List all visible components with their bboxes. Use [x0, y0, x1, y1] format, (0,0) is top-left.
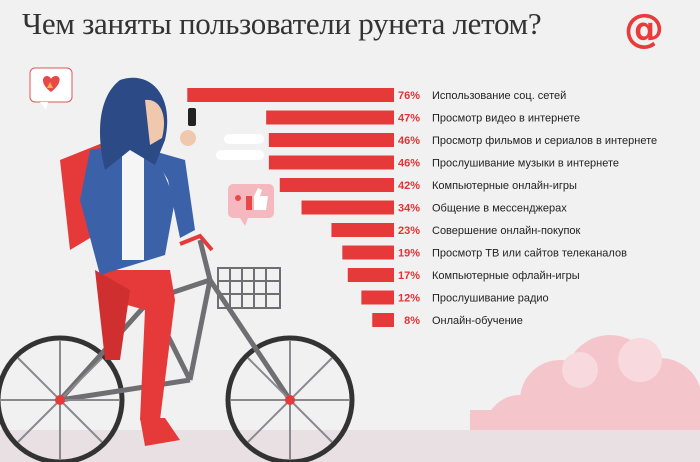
chat-bubble-icon — [216, 134, 264, 160]
page-title: Чем заняты пользователи рунета летом? — [22, 6, 542, 41]
rider — [60, 77, 196, 446]
category-label-3: Прослушивание музыки в интернете — [432, 158, 619, 170]
value-label-5: 34% — [398, 203, 420, 215]
bar-8 — [347, 268, 394, 282]
category-label-6: Совершение онлайн-покупок — [432, 225, 581, 237]
value-label-1: 47% — [398, 113, 420, 125]
category-label-4: Компьютерные онлайн-игры — [432, 180, 577, 192]
bar-7 — [342, 245, 394, 260]
like-chat-bubble-icon — [228, 184, 274, 226]
heart-chat-bubble-icon — [29, 67, 73, 110]
category-label-9: Прослушивание радио — [432, 293, 549, 305]
mail-at-logo-icon: @ — [624, 6, 664, 52]
value-label-2: 46% — [398, 135, 420, 147]
value-label-4: 42% — [398, 180, 420, 192]
category-label-2: Просмотр фильмов и сериалов в интернете — [432, 135, 657, 147]
bar-1 — [266, 110, 394, 125]
bar-2 — [268, 133, 394, 147]
bicycle-basket — [217, 267, 281, 309]
category-label-8: Компьютерные офлайн-игры — [432, 270, 580, 282]
value-label-10: 8% — [404, 315, 420, 327]
category-label-0: Использование соц. сетей — [432, 90, 566, 102]
category-label-10: Онлайн-обучение — [432, 315, 523, 327]
bar-4 — [279, 178, 394, 192]
value-label-7: 19% — [398, 248, 420, 260]
category-label-5: Общение в мессенджерах — [432, 203, 567, 215]
value-label-9: 12% — [398, 293, 420, 305]
value-label-0: 76% — [398, 90, 420, 102]
bar-5 — [301, 200, 394, 215]
value-label-8: 17% — [398, 270, 420, 282]
value-label-3: 46% — [398, 158, 420, 170]
bar-6 — [331, 223, 394, 237]
bar-0 — [187, 88, 394, 102]
category-label-1: Просмотр видео в интернете — [432, 113, 580, 125]
value-label-6: 23% — [398, 225, 420, 237]
category-label-7: Просмотр ТВ или сайтов телеканалов — [432, 248, 627, 260]
bar-3 — [268, 155, 394, 170]
bar-10 — [372, 313, 394, 327]
bar-9 — [361, 290, 394, 305]
